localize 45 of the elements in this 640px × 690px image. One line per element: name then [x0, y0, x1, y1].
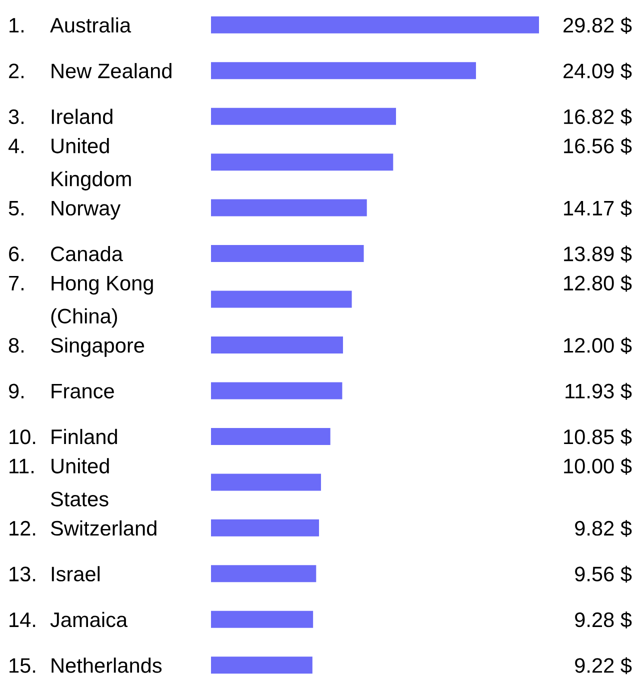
- bar: [211, 656, 312, 674]
- data-label: 29.82 $: [564, 16, 632, 34]
- bar: [211, 154, 394, 171]
- y-tick-label: 13. Israel: [10, 566, 100, 582]
- bar: [211, 199, 367, 216]
- y-tick-label: 11. United States: [10, 458, 109, 506]
- category-label: 4. United Kingdom: [8, 138, 131, 190]
- data-label: 9.28 $: [575, 612, 632, 628]
- data-label: 11.93 $: [566, 382, 632, 400]
- data-label: 10.85 $: [564, 428, 632, 446]
- data-label: 12.00 $: [564, 337, 632, 354]
- data-label: 9.82 $: [575, 520, 632, 537]
- bar: [211, 245, 364, 262]
- data-label: 14.17 $: [564, 200, 632, 217]
- data-label: 10.00 $: [564, 458, 632, 475]
- category-label: 6. Canada: [9, 246, 123, 262]
- category-label: 8. Singapore: [8, 337, 144, 357]
- data-label: 12.80 $: [564, 274, 632, 292]
- bar: [211, 428, 330, 445]
- bar: [211, 519, 320, 536]
- data-label: 9.56 $: [575, 566, 632, 583]
- y-tick-label: 10. Finland: [10, 428, 117, 444]
- y-tick-label: 15. Netherlands: [10, 658, 162, 673]
- bar: [211, 62, 476, 80]
- category-label: 9. France: [8, 384, 114, 398]
- data-label: 16.82 $: [564, 108, 632, 126]
- data-label: 9.22 $: [575, 657, 632, 674]
- category-label: 2. New Zealand: [9, 63, 172, 78]
- bar: [211, 108, 396, 125]
- category-label: 5. Norway: [8, 201, 121, 220]
- y-tick-label: 12. Switzerland: [10, 520, 156, 536]
- bar: [211, 16, 539, 34]
- data-label: 13.89 $: [564, 246, 632, 263]
- category-label: 3. Ireland: [8, 108, 112, 124]
- category-label: 7. Hong Kong (China): [9, 276, 153, 328]
- bar: [211, 336, 343, 354]
- y-tick-label: 14. Jamaica: [10, 612, 128, 628]
- bar: [211, 565, 316, 582]
- bar: [211, 610, 314, 628]
- bar: [211, 290, 352, 308]
- category-label: 1. Australia: [10, 17, 132, 33]
- bar: [211, 474, 321, 491]
- bar: [211, 382, 342, 400]
- data-label: 24.09 $: [564, 62, 632, 80]
- data-label: 16.56 $: [564, 138, 632, 155]
